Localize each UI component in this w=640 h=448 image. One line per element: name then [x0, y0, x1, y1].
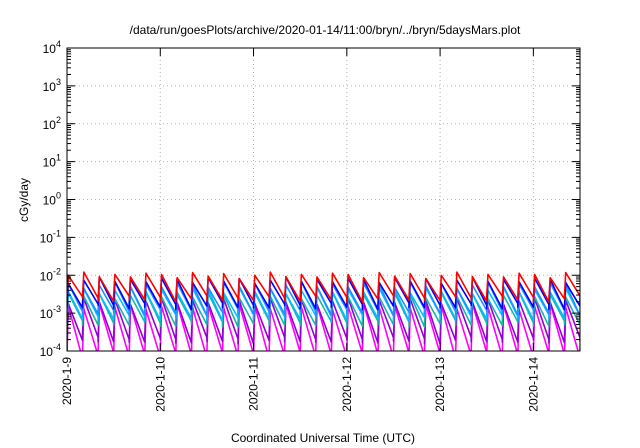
- x-tick-label: 2020-1-12: [340, 357, 354, 412]
- y-tick-exponent: -3: [53, 304, 61, 314]
- y-tick-label: 10-3: [40, 304, 61, 321]
- y-tick-base: 10: [40, 231, 54, 245]
- axis-ticks: [66, 47, 580, 352]
- y-tick-base: 10: [40, 269, 54, 283]
- y-tick-base: 10: [43, 156, 57, 170]
- y-tick-label: 101: [43, 153, 61, 170]
- series-line: [67, 297, 580, 345]
- y-tick-base: 10: [43, 42, 57, 56]
- y-tick-label: 104: [43, 39, 61, 56]
- y-axis-label: cGy/day: [17, 178, 31, 222]
- y-tick-exponent: 1: [56, 153, 61, 163]
- x-tick-label: 2020-1-11: [247, 357, 261, 411]
- y-tick-exponent: -2: [53, 266, 61, 276]
- y-tick-exponent: 3: [56, 77, 61, 87]
- y-tick-base: 10: [43, 118, 57, 132]
- y-tick-exponent: 2: [56, 115, 61, 125]
- y-tick-base: 10: [40, 307, 54, 321]
- series-layer: [67, 271, 580, 351]
- y-tick-exponent: 4: [56, 39, 61, 49]
- y-tick-base: 10: [43, 194, 57, 208]
- series-line: [67, 271, 580, 303]
- y-tick-exponent: 0: [56, 191, 61, 201]
- x-tick-labels: 2020-1-9 2020-1-10 2020-1-11 2020-1-12 2020-…: [60, 357, 540, 412]
- series-line: [67, 281, 580, 317]
- y-tick-label: 103: [43, 77, 61, 94]
- x-tick-label: 2020-1-9: [60, 357, 74, 405]
- chart-title: /data/run/goesPlots/archive/2020-01-14/1…: [130, 23, 521, 37]
- y-tick-label: 100: [43, 191, 61, 208]
- y-tick-exponent: -4: [53, 342, 61, 352]
- series-line: [67, 302, 580, 351]
- y-tick-base: 10: [40, 345, 54, 359]
- y-tick-base: 10: [43, 80, 57, 94]
- y-tick-label: 10-2: [40, 266, 61, 283]
- y-tick-label: 10-4: [40, 342, 61, 359]
- x-tick-label: 2020-1-14: [526, 357, 540, 412]
- y-tick-exponent: -1: [53, 228, 61, 238]
- x-axis-label: Coordinated Universal Time (UTC): [231, 431, 415, 445]
- y-tick-label: 10-1: [40, 228, 61, 245]
- x-tick-label: 2020-1-13: [433, 357, 447, 412]
- x-tick-label: 2020-1-10: [153, 357, 167, 412]
- y-tick-label: 102: [43, 115, 61, 132]
